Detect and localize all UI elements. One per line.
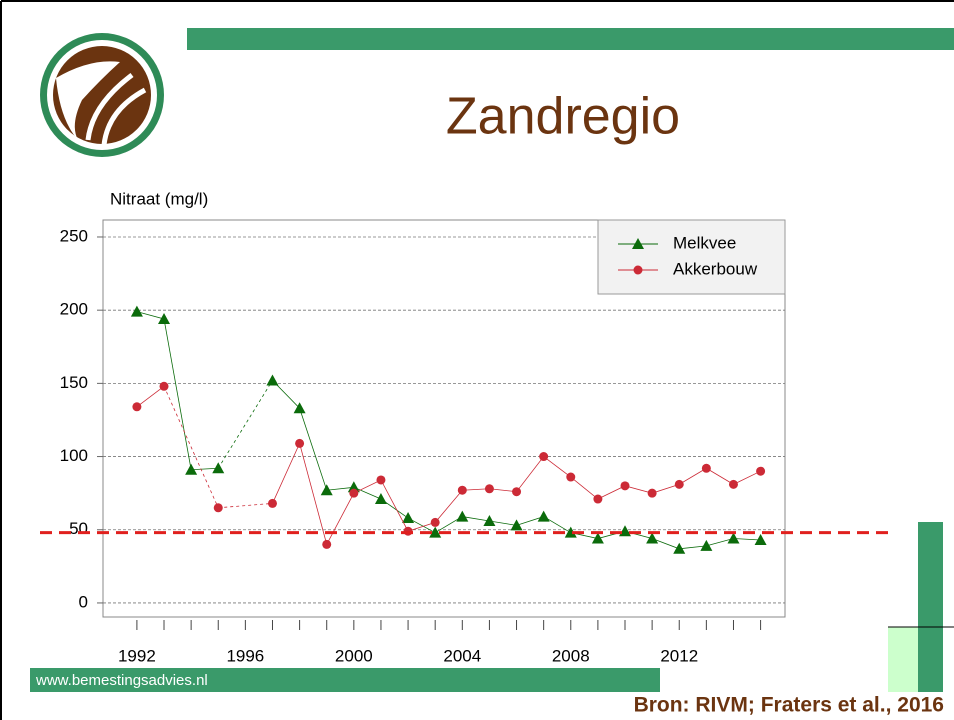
data-point xyxy=(620,481,630,491)
data-point xyxy=(212,462,225,474)
decor-bar xyxy=(918,522,943,692)
footer-bar xyxy=(30,668,660,692)
data-point xyxy=(158,312,171,324)
data-point xyxy=(185,463,198,475)
data-point xyxy=(539,452,549,462)
data-point xyxy=(267,498,277,508)
logo xyxy=(40,33,164,157)
y-axis-label: Nitraat (mg/l) xyxy=(110,189,208,208)
data-point xyxy=(673,542,686,554)
data-point xyxy=(674,479,684,489)
data-point xyxy=(564,526,577,538)
y-tick-label: 150 xyxy=(60,373,88,392)
data-point xyxy=(646,532,659,544)
y-tick-label: 50 xyxy=(69,519,88,538)
slide-title: Zandregio xyxy=(446,88,680,146)
x-tick-label: 2008 xyxy=(552,646,590,665)
y-tick-label: 100 xyxy=(60,446,88,465)
data-point xyxy=(347,481,360,493)
source: Bron: RIVM; Fraters et al., 2016 xyxy=(634,694,944,717)
gap-bridge xyxy=(163,386,219,508)
data-point xyxy=(402,512,415,524)
data-point xyxy=(727,532,740,544)
legend-marker xyxy=(633,265,643,275)
legend-label: Akkerbouw xyxy=(673,259,758,278)
data-point xyxy=(510,519,523,531)
y-tick-label: 250 xyxy=(60,226,88,245)
data-point xyxy=(537,510,550,522)
data-point xyxy=(132,402,142,412)
data-point xyxy=(349,488,359,498)
website: www.bemestingsadvies.nl xyxy=(35,672,208,689)
data-point xyxy=(376,475,386,485)
data-point xyxy=(320,484,333,496)
data-point xyxy=(593,494,603,504)
data-point xyxy=(213,503,223,513)
x-tick-label: 2000 xyxy=(335,646,373,665)
data-point xyxy=(457,485,467,495)
data-point xyxy=(295,438,305,448)
data-point xyxy=(266,374,279,386)
data-point xyxy=(130,305,143,317)
data-point xyxy=(591,532,604,544)
data-point xyxy=(483,514,496,526)
data-point xyxy=(700,539,713,551)
y-tick-label: 0 xyxy=(79,592,88,611)
decor-block xyxy=(888,627,918,692)
data-point xyxy=(456,510,469,522)
legend-label: Melkvee xyxy=(673,233,736,252)
data-point xyxy=(429,526,442,538)
data-point xyxy=(322,539,332,549)
data-point xyxy=(484,484,494,494)
data-point xyxy=(159,381,169,391)
data-point xyxy=(619,525,632,537)
x-tick-label: 2004 xyxy=(443,646,481,665)
data-point xyxy=(374,493,387,505)
data-point xyxy=(512,487,522,497)
x-tick-label: 1992 xyxy=(118,646,156,665)
data-point xyxy=(756,466,766,476)
data-point xyxy=(701,463,711,473)
x-tick-label: 2012 xyxy=(660,646,698,665)
header-bar xyxy=(187,28,954,50)
x-tick-label: 1996 xyxy=(226,646,264,665)
data-point xyxy=(566,472,576,482)
legend-marker xyxy=(632,238,644,249)
data-point xyxy=(754,534,767,546)
data-point xyxy=(293,402,306,414)
legend-box xyxy=(597,219,786,295)
data-point xyxy=(728,479,738,489)
gap-bridge xyxy=(217,380,273,469)
y-tick-label: 200 xyxy=(60,300,88,319)
plot-frame xyxy=(102,219,786,618)
data-point xyxy=(647,488,657,498)
data-point xyxy=(430,517,440,527)
